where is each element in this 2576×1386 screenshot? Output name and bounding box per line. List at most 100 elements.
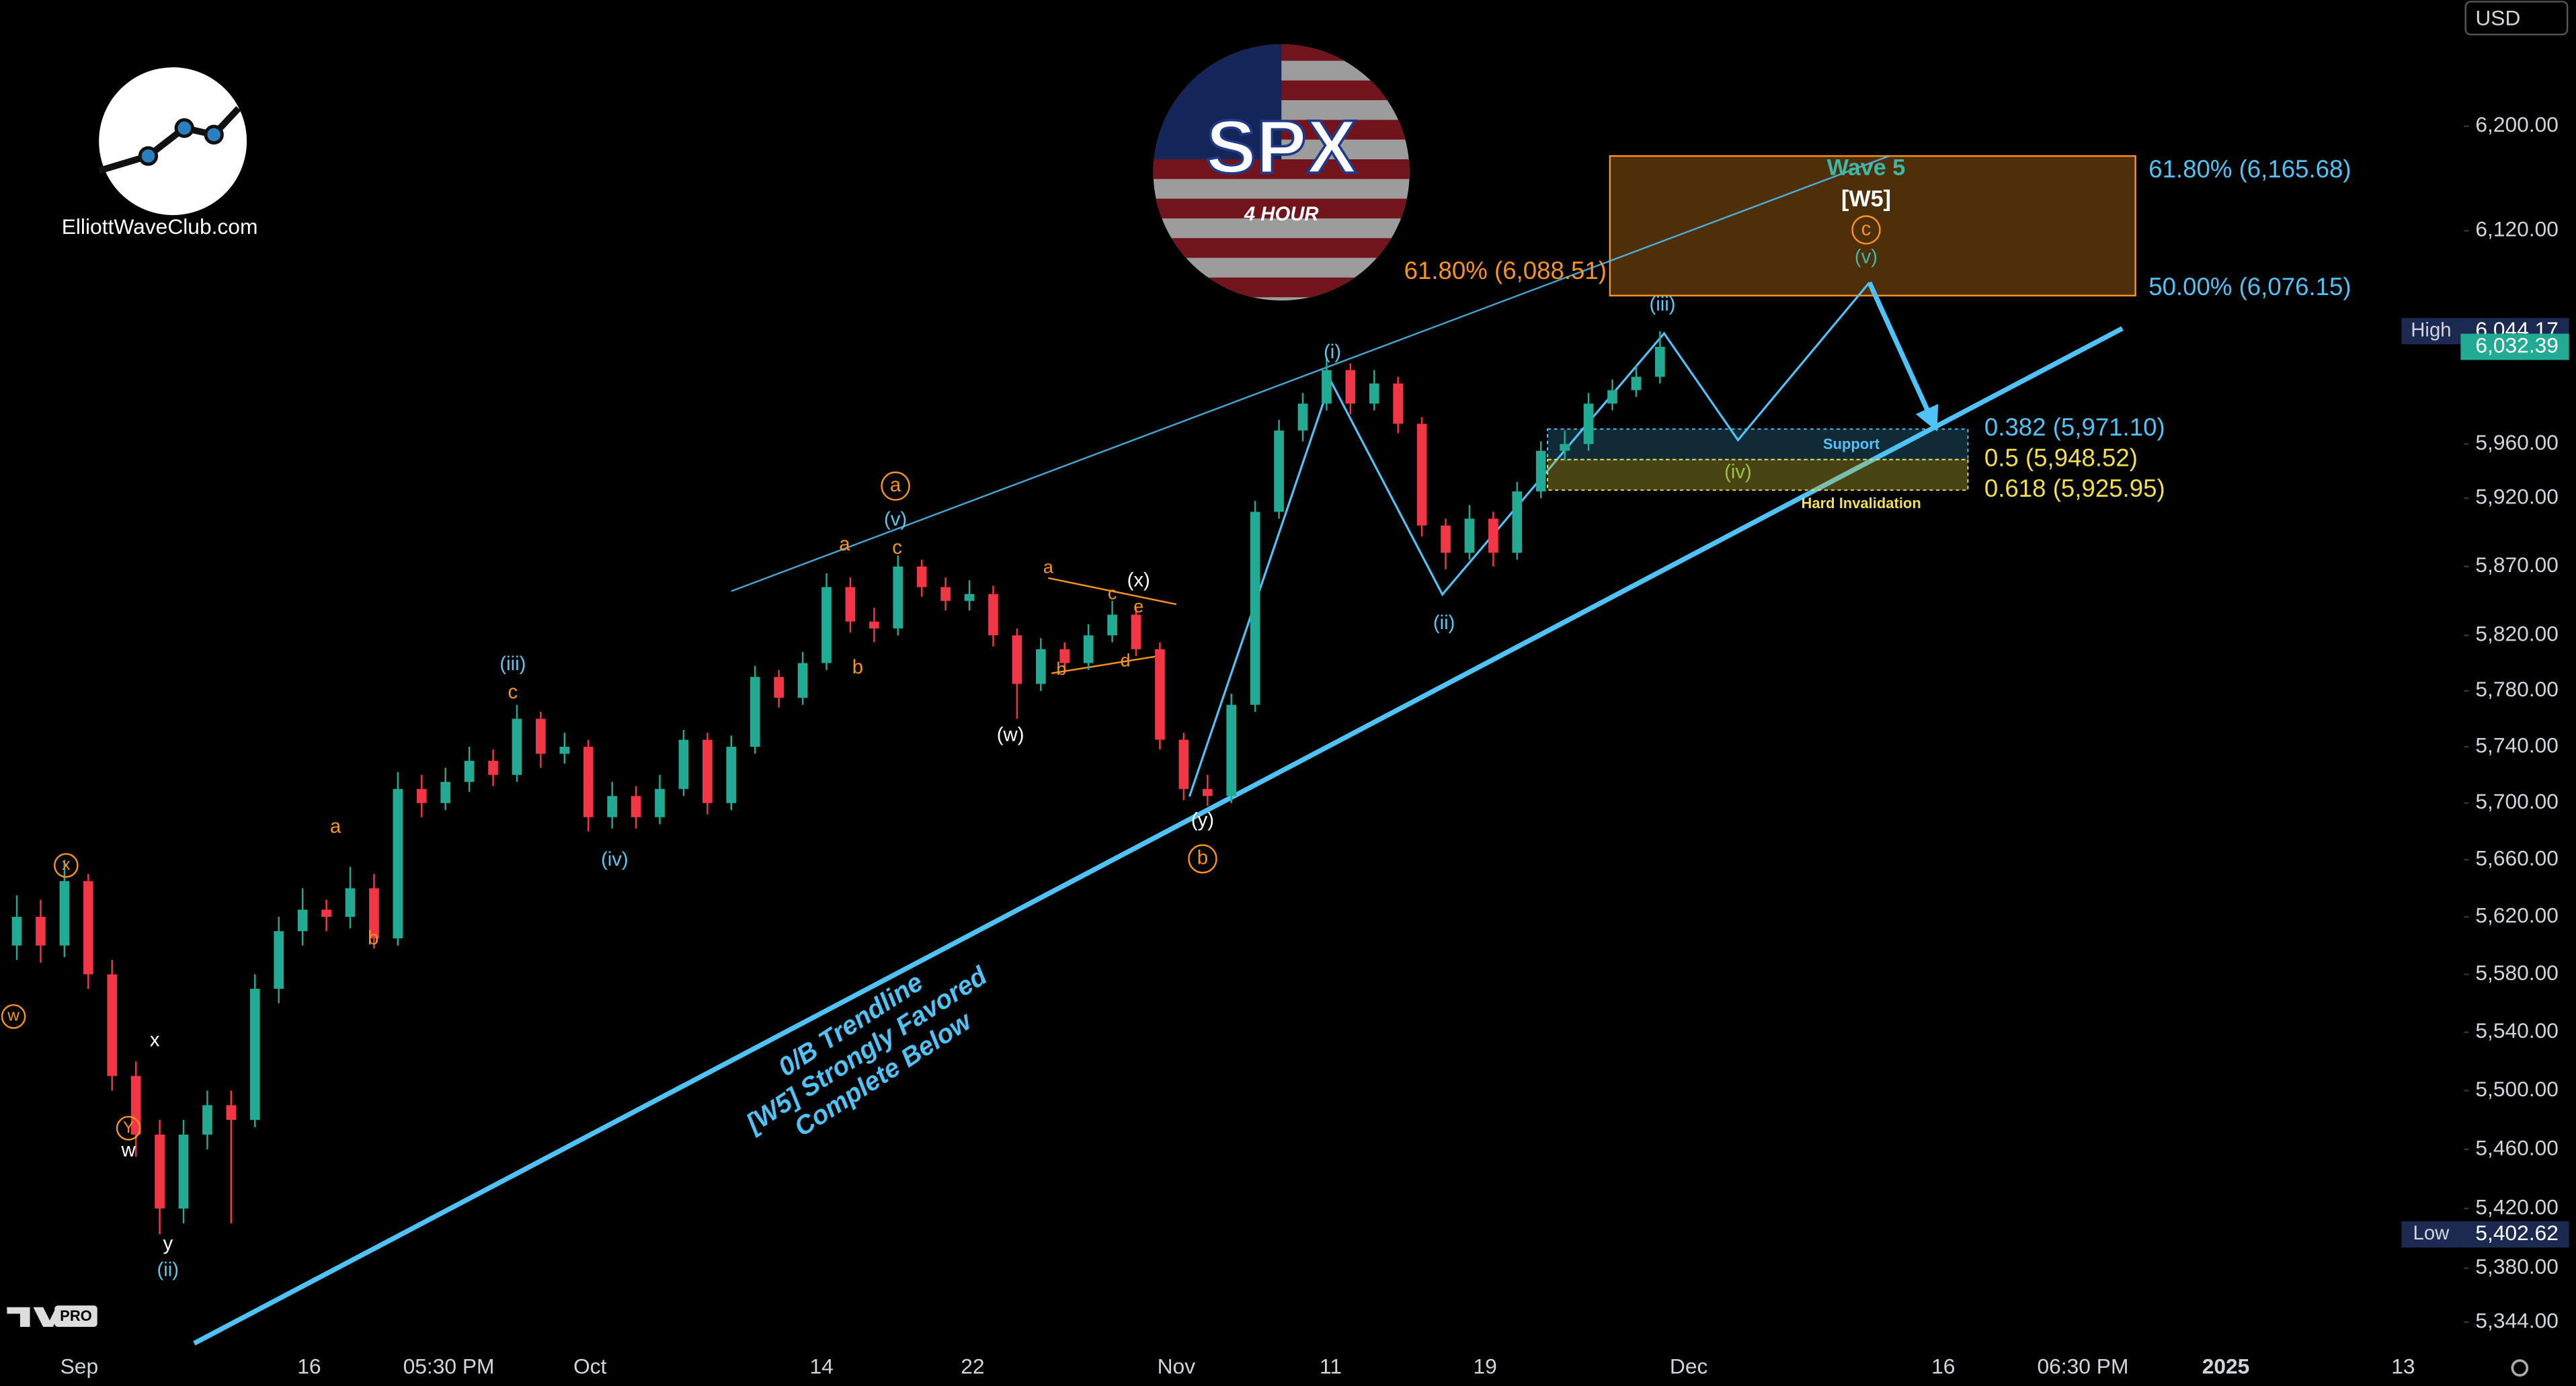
wave-label: Y [123, 1118, 134, 1137]
y-tick-label: 5,344.00 [2475, 1308, 2559, 1332]
x-tick-label: Sep [61, 1354, 99, 1379]
wave-label: c [1108, 583, 1117, 604]
candle-body [583, 747, 594, 817]
candle-body [631, 796, 641, 817]
fib-label: 0.618 (5,925.95) [1984, 475, 2165, 502]
high-label-box [2401, 318, 2461, 345]
candle-body [1107, 614, 1117, 636]
candle-body [1012, 635, 1022, 684]
y-tick-label: 5,700.00 [2475, 789, 2559, 813]
x-tick-label: Nov [1158, 1354, 1196, 1379]
wave-label: d [1121, 651, 1131, 671]
y-tick-label: 5,780.00 [2475, 677, 2559, 701]
y-tick-label: 5,500.00 [2475, 1077, 2559, 1101]
candle-body [774, 677, 784, 698]
projection-arrow [1867, 281, 1939, 432]
y-tick-label: 5,740.00 [2475, 733, 2559, 757]
annotations: Wave 5 [W5] c (v) (iii) (i) (ii) (iv) Support Har… [1, 155, 1921, 1281]
y-tick-label: 6,120.00 [2475, 217, 2559, 241]
candle-body [1155, 649, 1165, 740]
tv-badge: PRO [7, 1305, 97, 1328]
wave-circle [116, 1116, 141, 1141]
wave-label: (y) [1191, 809, 1214, 831]
y-tick-label: 5,960.00 [2475, 430, 2559, 454]
candle-body [11, 917, 22, 946]
candle-body [1607, 390, 1617, 404]
x-tick-label: 16 [297, 1354, 321, 1379]
support-zone [1547, 428, 1969, 460]
candle-body [1083, 635, 1094, 663]
candle-body [36, 917, 46, 946]
candles [11, 331, 1665, 1235]
last-value-box [2460, 333, 2569, 360]
symbol: SPX [1206, 104, 1357, 189]
settings-icon[interactable] [2511, 1359, 2529, 1377]
ob-trendline [193, 326, 2124, 1346]
candle-body [464, 760, 475, 782]
candle-body [83, 881, 93, 975]
wave-label: x [150, 1029, 160, 1051]
candle-body [297, 909, 308, 932]
wave-label: (ii) [157, 1259, 179, 1281]
candle-body [512, 719, 522, 775]
y-tick-label: 5,870.00 [2475, 553, 2559, 577]
candle-body [393, 788, 403, 939]
wave-label: b [368, 927, 378, 949]
candle-body [750, 677, 760, 747]
wave-label: c [508, 681, 518, 703]
candle-body [964, 594, 975, 601]
candle-body [321, 909, 331, 918]
candle-body [607, 796, 617, 817]
high-label: High [2411, 319, 2451, 341]
y-tick-label: 5,460.00 [2475, 1135, 2559, 1159]
wave-label: y [163, 1233, 173, 1255]
wave-label: x [62, 856, 70, 874]
x-tick-label: 05:30 PM [403, 1354, 495, 1379]
wave-circle [881, 471, 910, 501]
channel-line [731, 155, 1890, 592]
candle-body [1202, 788, 1213, 797]
low-label-box [2401, 1221, 2461, 1248]
candle-body [488, 760, 498, 775]
candle-body [940, 587, 951, 601]
y-tick-label: 5,920.00 [2475, 485, 2559, 509]
candle-body [1512, 491, 1523, 553]
candle-body [1441, 525, 1451, 553]
candle-body [1393, 383, 1404, 424]
x-tick-label: 14 [809, 1354, 833, 1379]
low-value-box [2460, 1221, 2569, 1248]
candle-body [202, 1105, 212, 1135]
fib-label: 50.00% (6,076.15) [2148, 273, 2351, 300]
fib-label: 61.80% (6,165.68) [2148, 155, 2351, 183]
candle-body [1035, 649, 1046, 684]
candle-body [1416, 423, 1427, 526]
candle-body [345, 888, 356, 918]
candle-body [1226, 704, 1237, 797]
candle-body [226, 1105, 237, 1120]
candle-body [536, 719, 546, 754]
fib-label: 61.80% (6,088.51) [1404, 257, 1607, 284]
logo-dot [174, 118, 194, 138]
x-tick-label: 22 [961, 1354, 984, 1379]
candle-body [1274, 430, 1284, 512]
candle-body [1250, 512, 1260, 705]
wave-label: a [1043, 557, 1053, 577]
triangle-line [1048, 577, 1177, 606]
wave5-target-box [1609, 155, 2136, 296]
candle-body [416, 788, 427, 803]
candle-body [869, 621, 879, 628]
candle-body [655, 788, 665, 817]
candle-body [178, 1134, 189, 1209]
y-tick-label: 5,580.00 [2475, 961, 2559, 985]
candle-body [1178, 739, 1189, 789]
wave-label: a [839, 533, 850, 555]
candle-body [274, 931, 284, 989]
low-value: 5,402.62 [2475, 1221, 2559, 1245]
flag-shade [1153, 44, 1410, 301]
wave-label: w [121, 1139, 136, 1161]
candle-body [1464, 518, 1475, 553]
zones: 61.80% (6,165.68) 50.00% (6,076.15) 61.80%… [1404, 155, 2351, 502]
wave-label: (iii) [499, 653, 526, 675]
candle-body [1535, 450, 1546, 492]
